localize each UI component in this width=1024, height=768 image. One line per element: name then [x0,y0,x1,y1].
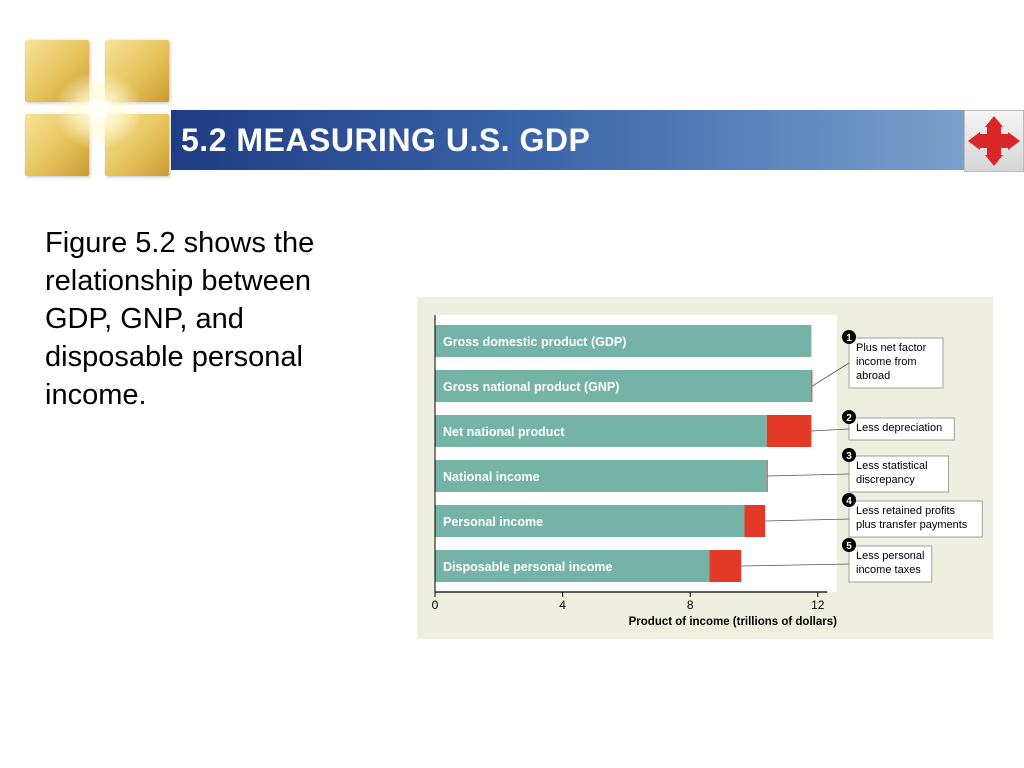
annotation-text: Less personal [856,550,925,562]
annotation-text: Plus net factor [856,342,927,354]
annotation-connector [767,473,850,477]
category-label: Net national product [443,425,565,439]
deduction-bar [709,550,742,582]
annotation-connector [765,518,850,522]
annotation-box [848,337,944,389]
x-tick-label: 0 [432,598,439,612]
annotation-number: 3 [846,451,852,462]
gold-squares-logo [25,40,173,178]
deduction-bar [744,505,766,537]
bar [435,370,812,402]
bar [435,325,812,357]
category-label: Gross domestic product (GDP) [443,335,626,349]
plot-area [435,315,837,592]
annotation-text: Less depreciation [856,422,942,434]
annotation-box [848,500,983,538]
annotation-number-badge [842,410,856,424]
annotation-connector [741,563,850,567]
annotation-text: Less retained profits [856,505,956,517]
annotation-number-badge [842,538,856,552]
x-tick-label: 8 [687,598,694,612]
four-way-arrows-icon[interactable] [964,110,1024,172]
annotation-number-badge [842,493,856,507]
annotation-number-badge [842,448,856,462]
annotation-number: 5 [846,541,852,552]
x-tick-label: 12 [811,598,825,612]
annotation-number: 4 [846,496,852,507]
bar [435,460,767,492]
deduction-bar [766,460,768,492]
annotation-connector [812,362,850,387]
annotation-box [848,455,949,493]
annotation-text: Less statistical [856,460,928,472]
x-axis-title: Product of income (trillions of dollars) [629,616,837,628]
annotation-text: plus transfer payments [856,519,968,531]
annotation-text: income from [856,356,917,368]
annotation-text: abroad [856,370,890,382]
annotation-box [848,545,933,583]
bar [435,505,745,537]
annotation-connector [811,428,850,432]
title-bar: 5.2 MEASURING U.S. GDP [171,110,966,170]
annotation-number: 2 [846,413,852,424]
annotation-box [848,417,955,441]
bar [435,550,710,582]
body-text: Figure 5.2 shows the relationship betwee… [45,227,315,411]
x-tick-label: 4 [559,598,566,612]
annotation-number: 1 [846,333,852,344]
slide-title: 5.2 MEASURING U.S. GDP [181,122,591,158]
annotation-number-badge [842,330,856,344]
annotation-text: income taxes [856,564,921,576]
category-label: National income [443,470,540,484]
category-label: Disposable personal income [443,560,613,574]
deduction-bar [811,370,813,402]
gdp-bar-chart: Gross domestic product (GDP) Gross nation… [432,315,983,628]
gdp-figure: Gross domestic product (GDP) Gross nation… [417,297,993,639]
category-label: Personal income [443,515,543,529]
bar [435,415,767,447]
category-label: Gross national product (GNP) [443,380,619,394]
deduction-bar [766,415,812,447]
annotation-text: discrepancy [856,474,915,486]
